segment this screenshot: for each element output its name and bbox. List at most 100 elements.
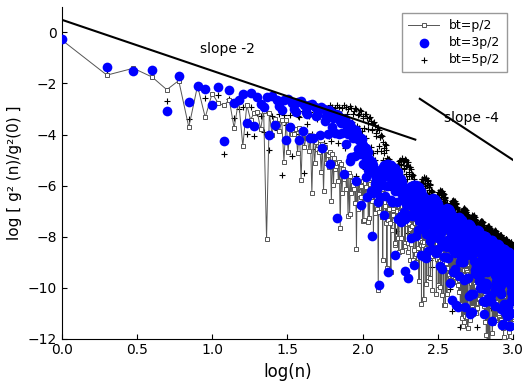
bt=3p/2: [496, 291, 505, 297]
bt=5p/2: [503, 239, 512, 246]
bt=5p/2: [448, 308, 456, 314]
bt=3p/2: [485, 241, 493, 248]
bt=3p/2: [464, 225, 473, 231]
bt=5p/2: [338, 105, 346, 111]
bt=5p/2: [351, 105, 359, 111]
bt=5p/2: [461, 256, 469, 262]
bt=5p/2: [415, 181, 424, 187]
bt=3p/2: [483, 237, 492, 243]
bt=5p/2: [382, 147, 391, 153]
bt=3p/2: [492, 242, 501, 248]
bt=5p/2: [440, 206, 449, 213]
bt=5p/2: [495, 234, 504, 240]
bt=5p/2: [294, 113, 302, 120]
bt=3p/2: [486, 267, 494, 273]
bt=3p/2: [500, 300, 509, 307]
bt=3p/2: [425, 202, 434, 208]
bt=3p/2: [501, 270, 510, 276]
bt=3p/2: [441, 206, 450, 212]
bt=3p/2: [286, 124, 294, 130]
bt=3p/2: [487, 241, 495, 248]
bt=5p/2: [474, 223, 482, 229]
bt=3p/2: [495, 246, 504, 252]
bt=5p/2: [377, 132, 386, 138]
bt=5p/2: [393, 165, 401, 171]
bt=5p/2: [485, 255, 494, 261]
bt=3p/2: [487, 257, 495, 263]
bt=3p/2: [369, 190, 378, 196]
bt=5p/2: [340, 145, 349, 151]
bt=5p/2: [504, 245, 513, 251]
bt=3p/2: [440, 225, 449, 231]
bt=5p/2: [460, 227, 469, 234]
bt=3p/2: [506, 260, 515, 267]
bt=5p/2: [434, 216, 442, 222]
bt=3p/2: [129, 68, 138, 74]
bt=3p/2: [499, 272, 508, 279]
bt=3p/2: [407, 184, 415, 190]
bt=5p/2: [483, 231, 492, 237]
bt=3p/2: [487, 246, 496, 252]
bt=3p/2: [383, 183, 391, 189]
bt=3p/2: [400, 268, 409, 274]
bt=5p/2: [402, 176, 411, 182]
bt=5p/2: [477, 252, 486, 258]
bt=3p/2: [306, 135, 315, 141]
bt=3p/2: [473, 267, 481, 274]
bt=3p/2: [499, 246, 507, 252]
bt=5p/2: [507, 241, 516, 248]
bt=5p/2: [450, 203, 458, 210]
bt=5p/2: [332, 132, 341, 138]
bt=3p/2: [492, 248, 500, 255]
bt=5p/2: [502, 236, 510, 242]
bt=3p/2: [454, 225, 463, 231]
bt=5p/2: [495, 235, 504, 241]
bt=5p/2: [435, 207, 443, 213]
bt=5p/2: [57, 36, 66, 42]
bt=3p/2: [431, 196, 439, 202]
bt=5p/2: [347, 104, 355, 111]
bt=3p/2: [500, 247, 509, 253]
bt=5p/2: [375, 143, 383, 149]
bt=3p/2: [361, 152, 369, 159]
bt=3p/2: [350, 128, 358, 134]
bt=5p/2: [450, 202, 458, 208]
bt=3p/2: [298, 128, 307, 135]
bt=5p/2: [429, 193, 437, 199]
bt=3p/2: [456, 227, 464, 234]
bt=5p/2: [430, 195, 439, 201]
bt=5p/2: [430, 196, 438, 202]
bt=5p/2: [463, 225, 471, 231]
bt=5p/2: [496, 294, 504, 300]
bt=5p/2: [502, 246, 511, 253]
bt=p/2: [470, 252, 477, 257]
bt=3p/2: [489, 241, 497, 247]
bt=5p/2: [440, 195, 449, 201]
bt=3p/2: [250, 123, 258, 130]
bt=3p/2: [377, 178, 386, 184]
bt=3p/2: [387, 161, 396, 168]
bt=3p/2: [462, 234, 470, 240]
bt=5p/2: [499, 240, 508, 246]
bt=5p/2: [314, 113, 323, 119]
bt=3p/2: [486, 267, 495, 273]
bt=3p/2: [500, 275, 508, 282]
bt=3p/2: [280, 97, 288, 103]
bt=5p/2: [474, 258, 482, 264]
bt=5p/2: [504, 301, 513, 307]
bt=3p/2: [447, 219, 455, 225]
bt=3p/2: [417, 192, 426, 199]
bt=5p/2: [460, 214, 469, 220]
bt=5p/2: [501, 244, 510, 250]
bt=5p/2: [502, 238, 510, 244]
bt=5p/2: [483, 235, 492, 241]
bt=3p/2: [477, 249, 485, 255]
bt=3p/2: [453, 225, 461, 231]
bt=5p/2: [413, 188, 422, 194]
bt=3p/2: [505, 271, 513, 277]
bt=5p/2: [487, 241, 496, 247]
bt=5p/2: [493, 282, 502, 289]
bt=3p/2: [438, 266, 446, 272]
bt=5p/2: [446, 212, 454, 218]
bt=5p/2: [476, 227, 484, 233]
